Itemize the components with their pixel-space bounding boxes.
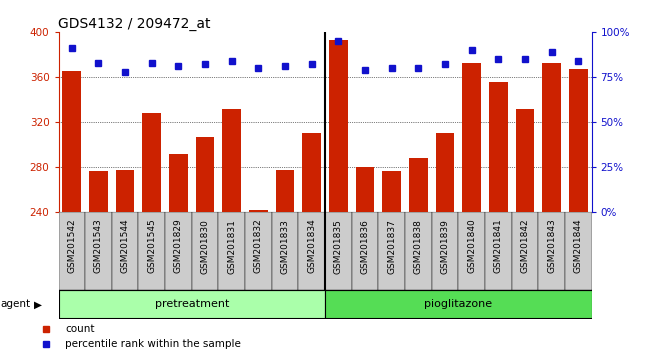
Bar bbox=[218, 212, 245, 290]
Bar bbox=[142, 113, 161, 212]
Bar bbox=[138, 212, 165, 290]
Bar bbox=[222, 109, 241, 212]
Bar bbox=[565, 212, 592, 290]
Text: GSM201544: GSM201544 bbox=[121, 219, 129, 273]
Bar bbox=[58, 212, 85, 290]
Text: count: count bbox=[65, 324, 94, 333]
Bar bbox=[458, 212, 485, 290]
Text: ▶: ▶ bbox=[34, 299, 42, 309]
Text: GSM201545: GSM201545 bbox=[148, 219, 156, 273]
Text: GSM201830: GSM201830 bbox=[201, 219, 209, 274]
Bar bbox=[489, 81, 508, 212]
Text: GSM201843: GSM201843 bbox=[547, 219, 556, 273]
Bar bbox=[325, 212, 352, 290]
Text: GSM201834: GSM201834 bbox=[307, 219, 316, 273]
Text: GSM201543: GSM201543 bbox=[94, 219, 103, 273]
Bar bbox=[436, 133, 454, 212]
Bar bbox=[382, 171, 401, 212]
Text: GSM201835: GSM201835 bbox=[334, 219, 343, 274]
Bar bbox=[245, 212, 272, 290]
Bar bbox=[515, 109, 534, 212]
Bar bbox=[329, 40, 348, 212]
Bar bbox=[112, 212, 138, 290]
Text: GSM201842: GSM201842 bbox=[521, 219, 529, 273]
Bar bbox=[249, 210, 268, 212]
Text: GSM201542: GSM201542 bbox=[68, 219, 76, 273]
Bar bbox=[196, 137, 215, 212]
Bar bbox=[276, 170, 294, 212]
Text: GSM201838: GSM201838 bbox=[414, 219, 422, 274]
Bar bbox=[169, 154, 188, 212]
Bar bbox=[356, 167, 374, 212]
Bar bbox=[272, 212, 298, 290]
Bar bbox=[62, 72, 81, 212]
Bar bbox=[85, 212, 112, 290]
Bar bbox=[378, 212, 405, 290]
Bar bbox=[89, 171, 108, 212]
Text: GSM201840: GSM201840 bbox=[467, 219, 476, 273]
Text: GSM201829: GSM201829 bbox=[174, 219, 183, 273]
Text: GSM201832: GSM201832 bbox=[254, 219, 263, 273]
Bar bbox=[325, 290, 592, 319]
Bar bbox=[542, 63, 561, 212]
Bar bbox=[352, 212, 378, 290]
Text: pioglitazone: pioglitazone bbox=[424, 299, 492, 309]
Bar bbox=[432, 212, 458, 290]
Text: percentile rank within the sample: percentile rank within the sample bbox=[65, 339, 241, 349]
Bar bbox=[512, 212, 538, 290]
Text: GSM201839: GSM201839 bbox=[441, 219, 449, 274]
Bar bbox=[116, 170, 135, 212]
Text: GSM201844: GSM201844 bbox=[574, 219, 582, 273]
Bar bbox=[569, 69, 588, 212]
Bar bbox=[165, 212, 192, 290]
Bar bbox=[409, 158, 428, 212]
Text: GSM201841: GSM201841 bbox=[494, 219, 502, 273]
Text: pretreatment: pretreatment bbox=[155, 299, 229, 309]
Text: GSM201836: GSM201836 bbox=[361, 219, 369, 274]
Text: GSM201833: GSM201833 bbox=[281, 219, 289, 274]
Text: GDS4132 / 209472_at: GDS4132 / 209472_at bbox=[58, 17, 211, 31]
Bar bbox=[192, 212, 218, 290]
Text: GSM201831: GSM201831 bbox=[227, 219, 236, 274]
Text: GSM201837: GSM201837 bbox=[387, 219, 396, 274]
Bar bbox=[58, 290, 325, 319]
Bar bbox=[302, 133, 321, 212]
Bar bbox=[485, 212, 512, 290]
Bar bbox=[462, 63, 481, 212]
Bar bbox=[405, 212, 432, 290]
Text: agent: agent bbox=[0, 299, 30, 309]
Bar bbox=[538, 212, 565, 290]
Bar bbox=[298, 212, 325, 290]
